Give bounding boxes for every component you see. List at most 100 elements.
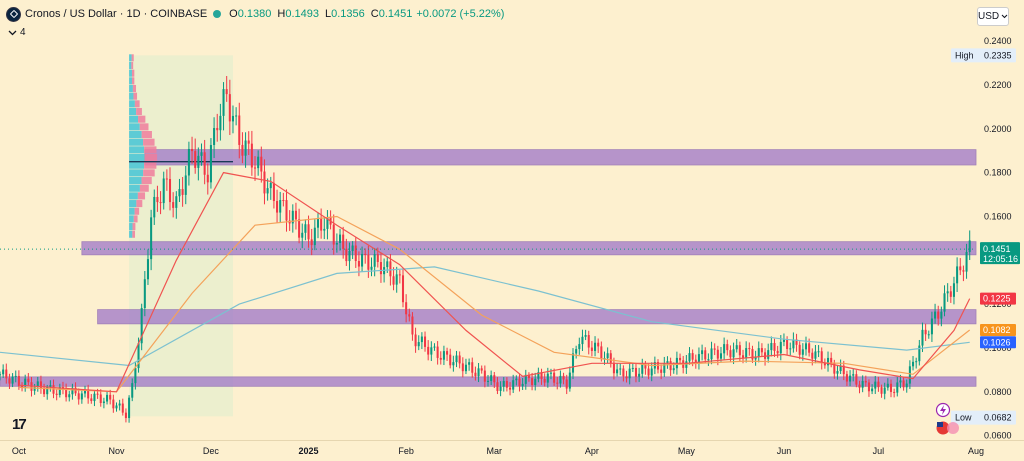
candle[interactable] [118,403,121,406]
candle[interactable] [364,253,367,255]
candle[interactable] [417,342,420,347]
candle[interactable] [184,175,187,195]
candle[interactable] [150,217,153,260]
candle[interactable] [827,357,830,366]
candle[interactable] [798,344,801,355]
candle[interactable] [109,394,112,400]
candle[interactable] [499,386,502,391]
candle[interactable] [845,374,848,382]
candle[interactable] [502,380,505,387]
candle[interactable] [685,361,688,368]
candle[interactable] [650,368,653,376]
candle[interactable] [272,182,275,202]
candle[interactable] [858,384,861,388]
candle[interactable] [921,329,924,346]
candle[interactable] [389,261,392,277]
candle[interactable] [14,375,17,377]
candle[interactable] [282,200,285,202]
candle[interactable] [808,343,811,353]
candle[interactable] [43,388,46,395]
candle[interactable] [952,283,955,297]
candle[interactable] [323,228,326,231]
candle[interactable] [531,378,534,386]
candle[interactable] [729,350,732,358]
candle[interactable] [823,363,826,366]
candle[interactable] [93,393,96,402]
candle[interactable] [291,210,294,224]
candle[interactable] [927,334,930,336]
candle[interactable] [449,354,452,366]
candle[interactable] [493,375,496,383]
candle[interactable] [46,387,49,395]
candle[interactable] [90,398,93,402]
candle[interactable] [877,381,880,388]
candle[interactable] [524,374,527,384]
candle[interactable] [584,335,587,337]
candle[interactable] [701,350,704,355]
candle[interactable] [811,352,814,359]
candle[interactable] [688,353,691,362]
candle[interactable] [767,350,770,359]
candle[interactable] [830,357,833,363]
candle[interactable] [392,276,395,285]
candle[interactable] [342,234,345,249]
candle[interactable] [483,370,486,382]
candle[interactable] [146,259,149,280]
candle[interactable] [880,387,883,394]
candle[interactable] [549,372,552,374]
candle[interactable] [219,115,222,131]
candle[interactable] [930,318,933,335]
candle[interactable] [609,353,612,363]
candle[interactable] [320,218,323,231]
candle[interactable] [455,355,458,363]
candle[interactable] [8,378,11,384]
candle[interactable] [782,339,785,342]
candle[interactable] [660,369,663,373]
candle[interactable] [600,346,603,359]
candle[interactable] [461,363,464,372]
candle[interactable] [285,200,288,221]
candle[interactable] [112,399,115,409]
candle[interactable] [949,291,952,297]
candle[interactable] [738,345,741,356]
candle[interactable] [301,232,304,238]
candle[interactable] [625,376,628,379]
tradingview-logo-icon[interactable]: 17 [12,416,27,433]
candle[interactable] [622,368,625,377]
candle[interactable] [11,376,14,384]
candle[interactable] [518,378,521,387]
candle[interactable] [424,336,427,347]
candle[interactable] [436,346,439,358]
candle[interactable] [764,352,767,359]
price-axis-panel[interactable] [976,0,1024,461]
candle[interactable] [71,387,74,395]
candle[interactable] [442,351,445,360]
candle[interactable] [225,89,228,95]
candle[interactable] [439,357,442,360]
candle[interactable] [568,372,571,389]
candle[interactable] [187,148,190,176]
candle[interactable] [943,293,946,312]
candle[interactable] [235,115,238,117]
candle[interactable] [707,359,710,361]
candle[interactable] [386,261,389,268]
candle[interactable] [924,329,927,335]
candle[interactable] [153,196,156,218]
candle[interactable] [172,202,175,208]
candle[interactable] [162,178,165,204]
candle[interactable] [247,140,250,144]
candle[interactable] [534,378,537,386]
candle[interactable] [575,349,578,354]
candle[interactable] [559,375,562,384]
candle[interactable] [83,390,87,394]
candle[interactable] [590,347,593,351]
candle[interactable] [124,412,127,419]
candle[interactable] [395,274,398,285]
candle[interactable] [228,94,231,122]
candle[interactable] [959,266,962,271]
candle[interactable] [663,363,666,373]
candle[interactable] [723,344,726,354]
candle[interactable] [726,344,729,351]
candle[interactable] [490,375,493,381]
